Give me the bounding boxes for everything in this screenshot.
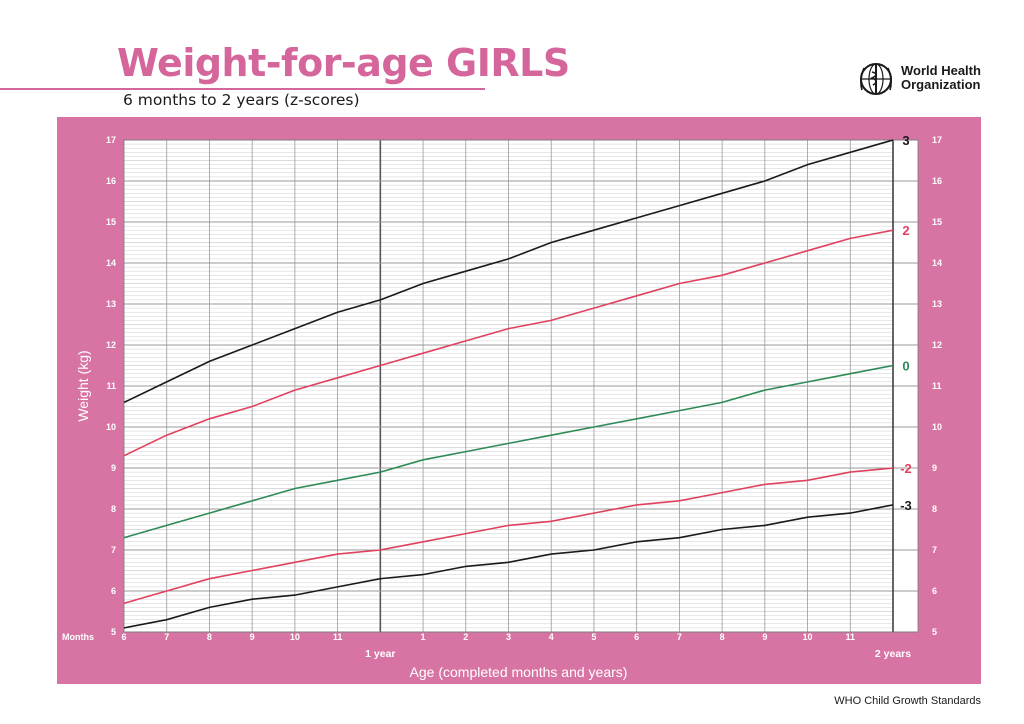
y-tick-label-right: 11 (932, 381, 942, 391)
x-tick-label: 11 (846, 632, 856, 642)
chart-title: Weight-for-age GIRLS (117, 41, 570, 85)
x-tick-label: 11 (333, 632, 343, 642)
grid (124, 139, 918, 633)
y-tick-label-right: 17 (932, 135, 942, 145)
x-tick-label: 10 (290, 632, 300, 642)
x-tick-label: 9 (762, 632, 767, 642)
y-tick-label-right: 16 (932, 176, 942, 186)
footer-credit: WHO Child Growth Standards (834, 695, 981, 707)
series-line-z-3 (123, 504, 894, 629)
y-tick-label-left: 6 (111, 586, 116, 596)
series-line-z-2 (123, 467, 894, 605)
x-tick-label: 5 (591, 632, 596, 642)
chart-subtitle: 6 months to 2 years (z-scores) (123, 91, 360, 109)
series-label-z2: 2 (902, 223, 909, 238)
series-line-z3 (123, 139, 894, 404)
x-year-label: 2 years (875, 648, 911, 660)
x-year-label: 1 year (365, 648, 395, 660)
y-tick-label-left: 17 (106, 135, 116, 145)
x-tick-label: 7 (164, 632, 169, 642)
y-tick-label-right: 9 (932, 463, 937, 473)
y-tick-label-left: 8 (111, 504, 116, 514)
series-line-z2 (123, 229, 894, 457)
who-line-2: Organization (901, 77, 981, 92)
x-tick-label: 2 (463, 632, 468, 642)
x-tick-label: 10 (803, 632, 813, 642)
x-tick-label: 8 (720, 632, 725, 642)
y-tick-label-left: 12 (106, 340, 116, 350)
series-label-z-3: -3 (900, 498, 912, 513)
y-tick-label-right: 15 (932, 217, 942, 227)
y-tick-label-right: 7 (932, 545, 937, 555)
series-label-z-2: -2 (900, 461, 912, 476)
series-label-z3: 3 (902, 133, 909, 148)
y-tick-label-right: 5 (932, 627, 937, 637)
x-tick-label: 6 (121, 632, 126, 642)
y-tick-label-left: 9 (111, 463, 116, 473)
y-tick-label-right: 10 (932, 422, 942, 432)
x-tick-label: 4 (549, 632, 554, 642)
series-label-z0: 0 (902, 359, 909, 374)
who-emblem-icon (860, 63, 892, 95)
x-tick-label: 8 (207, 632, 212, 642)
y-tick-label-left: 14 (106, 258, 116, 268)
title-underline (0, 88, 485, 90)
y-tick-label-right: 8 (932, 504, 937, 514)
y-tick-label-left: 7 (111, 545, 116, 555)
plot-frame (123, 139, 919, 633)
y-tick-label-left: 13 (106, 299, 116, 309)
x-unit-label: Months (62, 632, 94, 642)
who-wordmark: World Health Organization (901, 64, 981, 92)
y-tick-label-left: 10 (106, 422, 116, 432)
x-tick-label: 6 (634, 632, 639, 642)
x-tick-label: 7 (677, 632, 682, 642)
y-tick-label-right: 14 (932, 258, 942, 268)
y-tick-label-right: 13 (932, 299, 942, 309)
y-axis-title: Weight (kg) (75, 350, 91, 421)
y-tick-label-left: 11 (106, 381, 116, 391)
who-line-1: World Health (901, 63, 981, 78)
series-line-z0 (123, 364, 894, 539)
x-tick-label: 3 (506, 632, 511, 642)
y-tick-label-right: 12 (932, 340, 942, 350)
y-tick-label-left: 5 (111, 627, 116, 637)
x-tick-label: 1 (421, 632, 426, 642)
y-tick-label-right: 6 (932, 586, 937, 596)
y-tick-label-left: 15 (106, 217, 116, 227)
y-tick-label-left: 16 (106, 176, 116, 186)
x-axis-title: Age (completed months and years) (410, 664, 628, 680)
x-tick-label: 9 (250, 632, 255, 642)
